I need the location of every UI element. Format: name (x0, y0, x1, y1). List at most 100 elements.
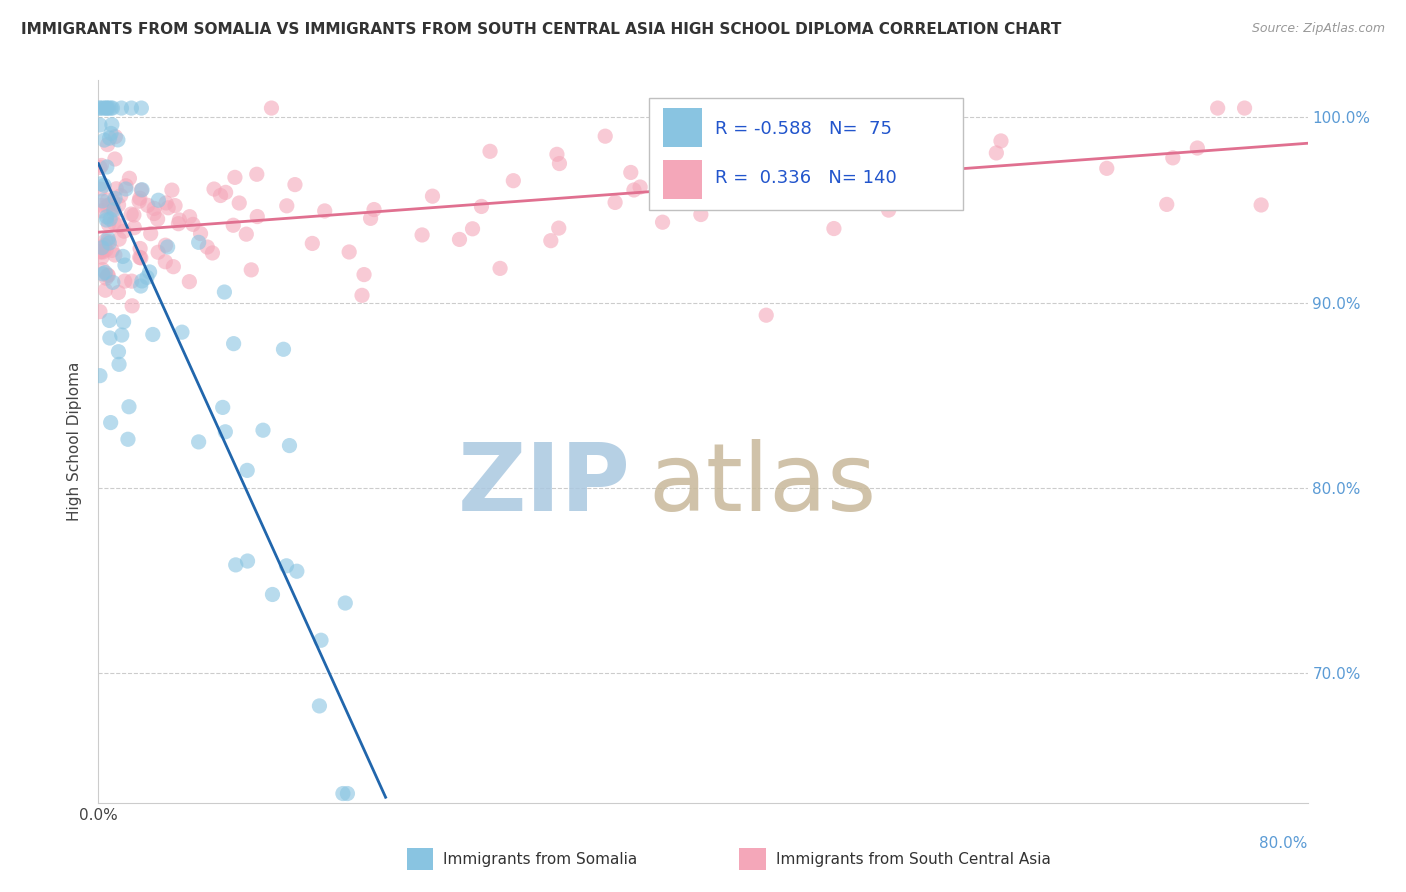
Point (96, 210, 118, 224)
Bar (664, 108, 702, 147)
Point (201, 246, 224, 260)
Point (107, 285, 129, 300)
Point (94, 271, 117, 285)
Point (115, 178, 138, 193)
Point (91, 241, 114, 255)
Point (93, 133, 115, 147)
Point (689, 207, 711, 221)
Point (301, 236, 323, 251)
Point (131, 101, 153, 115)
Point (190, 227, 212, 241)
Point (309, 633, 332, 648)
Point (162, 260, 184, 274)
Point (155, 238, 177, 252)
Point (628, 180, 651, 194)
Point (146, 212, 169, 227)
Point (110, 188, 132, 202)
Point (96, 199, 118, 213)
Point (703, 132, 725, 146)
Bar (406, 848, 433, 870)
FancyBboxPatch shape (648, 98, 963, 211)
Point (332, 787, 354, 801)
Point (725, 151, 748, 165)
Point (179, 275, 201, 289)
Bar (740, 848, 766, 870)
Point (236, 554, 259, 568)
Point (101, 101, 124, 115)
Point (97, 268, 120, 283)
Point (128, 251, 150, 265)
Point (94, 234, 117, 248)
Point (96, 101, 118, 115)
Point (222, 336, 245, 351)
Point (820, 134, 842, 148)
Point (131, 183, 153, 197)
Point (143, 202, 166, 216)
Point (98, 313, 121, 327)
Point (142, 327, 165, 342)
Text: atlas: atlas (648, 439, 877, 531)
Point (111, 328, 134, 343)
Point (623, 183, 645, 197)
Point (260, 101, 283, 115)
Point (121, 274, 143, 288)
Text: IMMIGRANTS FROM SOMALIA VS IMMIGRANTS FROM SOUTH CENTRAL ASIA HIGH SCHOOL DIPLOM: IMMIGRANTS FROM SOMALIA VS IMMIGRANTS FR… (21, 22, 1062, 37)
Point (246, 167, 269, 181)
Point (986, 145, 1008, 160)
Point (195, 240, 218, 254)
Point (89, 198, 111, 212)
Point (235, 227, 257, 242)
Point (94, 266, 117, 280)
Point (98, 212, 121, 227)
Point (101, 202, 124, 216)
Point (148, 193, 170, 207)
Point (337, 244, 360, 259)
Point (128, 194, 150, 209)
Point (224, 170, 246, 185)
Point (124, 220, 146, 235)
Point (118, 400, 141, 414)
Point (273, 343, 295, 357)
Point (685, 148, 707, 162)
Point (278, 439, 301, 453)
Point (548, 156, 571, 170)
Point (104, 248, 127, 262)
Point (93, 178, 115, 193)
Point (932, 176, 955, 190)
Point (98, 131, 121, 145)
Point (108, 232, 131, 246)
Point (540, 234, 562, 248)
Point (90, 158, 112, 172)
Point (91, 267, 114, 281)
Point (823, 221, 845, 235)
Point (91, 262, 114, 277)
Point (761, 142, 783, 156)
Point (228, 196, 250, 211)
Point (214, 285, 236, 299)
Point (97, 193, 120, 207)
Point (285, 564, 308, 578)
Text: 80.0%: 80.0% (1260, 836, 1308, 851)
Point (336, 787, 359, 801)
Point (107, 344, 129, 359)
Point (139, 227, 162, 241)
Point (101, 244, 124, 258)
Point (136, 198, 159, 212)
Point (353, 268, 375, 282)
Point (350, 288, 373, 302)
Point (167, 217, 190, 231)
Point (157, 201, 180, 215)
Point (91, 101, 114, 115)
Point (97, 101, 120, 115)
Point (252, 423, 274, 437)
Point (262, 587, 284, 601)
Point (546, 147, 568, 161)
Point (89, 161, 111, 175)
Point (107, 198, 129, 212)
Point (648, 160, 671, 174)
Point (122, 208, 145, 222)
Point (449, 232, 471, 246)
Point (711, 101, 734, 115)
Point (98, 198, 121, 212)
Point (209, 188, 232, 202)
